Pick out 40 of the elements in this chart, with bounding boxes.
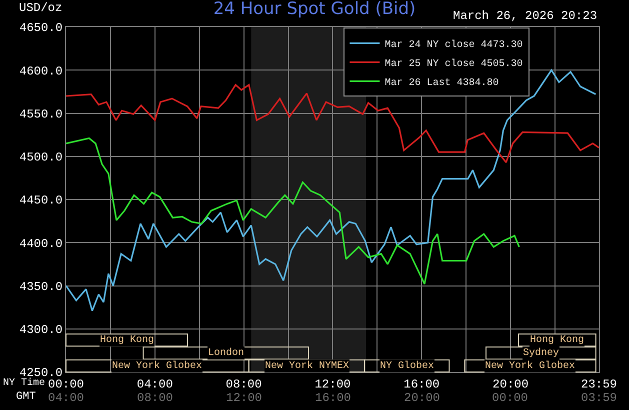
annotation: New York NYMEX <box>265 360 350 372</box>
x2-tick-label: 04:00 <box>48 391 84 405</box>
y-tick-label: 4550.0 <box>19 107 63 122</box>
x-tick-label: 04:00 <box>136 377 173 392</box>
x-tick-label: 23:59 <box>580 377 618 392</box>
x2-tick-label: 20:00 <box>404 391 440 405</box>
y-tick-label: 4500.0 <box>19 150 63 165</box>
x2-tick-label: 08:00 <box>137 391 174 405</box>
annotation: New York Globex <box>485 360 576 372</box>
y-tick-label: 4450.0 <box>19 194 63 208</box>
line-series <box>66 69 596 312</box>
legend-label: Mar 26 Last 4384.80 <box>384 78 499 90</box>
x-tick-label: 16:00 <box>404 377 440 392</box>
x-tick-label: 08:00 <box>226 377 262 392</box>
x-tick-label: 00:00 <box>48 377 84 392</box>
x-tick-label: 20:00 <box>492 377 529 392</box>
x2-tick-label: 03:59 <box>581 391 618 405</box>
legend-label: Mar 25 NY close 4505.30 <box>384 58 523 70</box>
chart-subtitle: March 26, 2026 20:23 <box>453 9 598 23</box>
line-series <box>66 137 520 285</box>
annotation: Hong Kong <box>100 335 154 346</box>
x2-tick-label: 00:00 <box>492 391 528 405</box>
annotation: London <box>208 347 244 359</box>
annotation: NY Globex <box>380 360 434 372</box>
y-tick-label: 4400.0 <box>19 236 63 251</box>
y-tick-label: 4600.0 <box>19 64 63 78</box>
annotation: Hong Kong <box>530 335 584 346</box>
annotation: Sydney <box>523 347 560 359</box>
annotation: New York Globex <box>112 360 202 372</box>
y-tick-label: 4650.0 <box>19 21 63 36</box>
legend-label: Mar 24 NY close 4473.30 <box>384 39 523 52</box>
x2-tick-label: 12:00 <box>226 391 262 405</box>
chart-title: 24 Hour Spot Gold (Bid) <box>213 0 416 19</box>
x2-tick-label: 16:00 <box>315 391 352 405</box>
y-tick-label: 4300.0 <box>19 323 63 338</box>
x2-axis-title: GMT <box>16 391 36 403</box>
y-axis-title: USD/oz <box>19 1 62 15</box>
x-tick-label: 12:00 <box>314 377 351 392</box>
y-tick-label: 4350.0 <box>19 280 63 294</box>
line-series <box>66 84 599 164</box>
